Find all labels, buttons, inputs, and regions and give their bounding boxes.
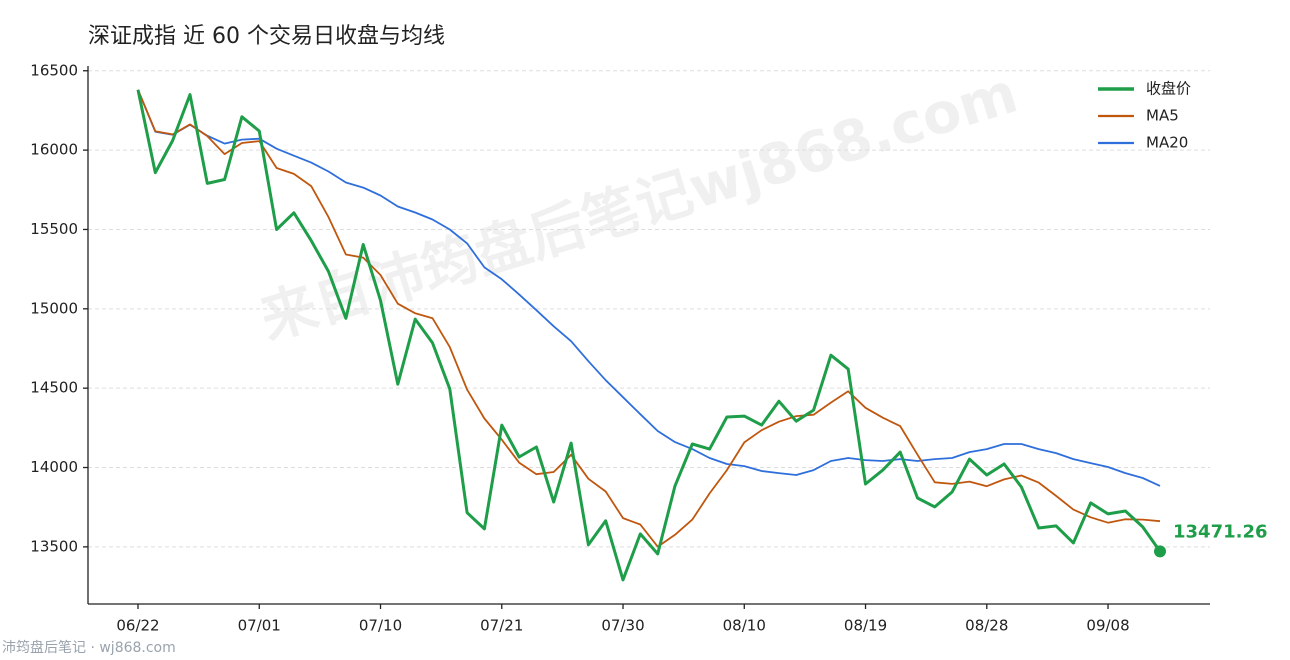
series-line — [136, 89, 1162, 582]
y-tick-label: 15500 — [30, 220, 78, 238]
x-tick-label: 08/28 — [965, 617, 1008, 635]
chart-title: 深证成指 近 60 个交易日收盘与均线 — [88, 24, 445, 49]
y-tick-label: 14500 — [30, 379, 78, 397]
y-tick-label: 16500 — [30, 61, 78, 79]
legend-label: MA20 — [1146, 134, 1188, 152]
y-tick-label: 16000 — [30, 141, 78, 159]
value-label: 13471.26 — [1173, 521, 1268, 542]
x-tick-label: 07/30 — [601, 617, 644, 635]
footer: 沛筠盘后笔记 · wj868.com — [2, 639, 176, 656]
y-tick-label: 14000 — [30, 458, 78, 476]
x-tick-label: 06/22 — [116, 617, 159, 635]
x-tick-label: 09/08 — [1086, 617, 1129, 635]
legend-label: 收盘价 — [1146, 80, 1191, 98]
series-line — [137, 89, 1161, 487]
y-tick-label: 13500 — [30, 537, 78, 555]
x-tick-label: 08/10 — [723, 617, 766, 635]
x-tick-label: 07/21 — [480, 617, 523, 635]
x-tick-label: 08/19 — [844, 617, 887, 635]
legend-label: MA5 — [1146, 107, 1179, 125]
y-tick-label: 15000 — [30, 299, 78, 317]
x-tick-label: 07/10 — [359, 617, 402, 635]
series-line — [137, 89, 1161, 548]
end-point — [1154, 545, 1166, 558]
x-tick-label: 07/01 — [238, 617, 281, 635]
